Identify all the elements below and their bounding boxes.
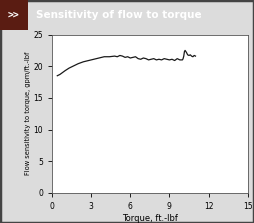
Text: >>: >> (8, 10, 20, 20)
FancyBboxPatch shape (0, 0, 28, 30)
Y-axis label: Flow sensitivity to torque, gpm/ft.-lbf: Flow sensitivity to torque, gpm/ft.-lbf (25, 52, 31, 176)
Text: Sensitivity of flow to torque: Sensitivity of flow to torque (36, 10, 201, 20)
X-axis label: Torque, ft.-lbf: Torque, ft.-lbf (122, 214, 178, 223)
